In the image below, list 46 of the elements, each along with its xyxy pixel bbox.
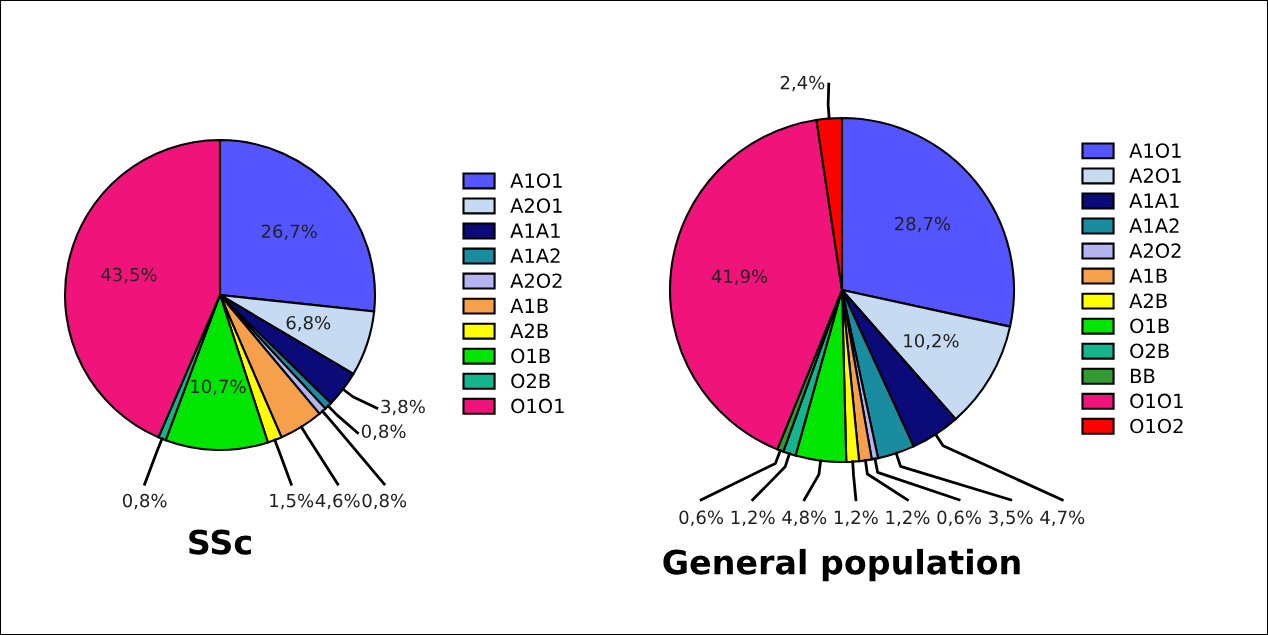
text: General population (663, 548, 1020, 582)
legend-label: A2O1 (510, 198, 562, 213)
legend-label: O1B (511, 348, 550, 364)
data-label: 0,6% (937, 510, 982, 526)
legend-label: O1O2 (1130, 418, 1183, 434)
legend-label: BB (1131, 368, 1155, 384)
legend-label: O1B (1130, 318, 1169, 334)
data-label: 6,8% (286, 315, 331, 332)
legend-label: A2O1 (1129, 168, 1181, 183)
legend-label: O1O1 (1130, 393, 1183, 409)
data-label: 41,9% (711, 269, 768, 285)
legend-label: A1O1 (1129, 143, 1181, 158)
text: SSc (189, 529, 251, 555)
data-label: 28,7% (895, 216, 951, 233)
legend-label: O2B (1130, 343, 1169, 359)
data-label: 1,2% (731, 510, 775, 526)
data-label: 3,8% (381, 399, 425, 416)
legend-label: A1B (1129, 268, 1167, 283)
legend-label: O1O1 (511, 398, 564, 414)
legend-label: A2O2 (510, 273, 562, 289)
legend-label: A1A1 (1129, 193, 1179, 208)
data-label: 1,2% (886, 510, 930, 526)
data-label: 10,2% (904, 333, 959, 350)
data-label: 0,8% (361, 424, 406, 440)
legend-label: A1A2 (510, 248, 560, 263)
data-label: 0,6% (679, 510, 724, 526)
legend-label: A1O1 (510, 173, 562, 188)
data-label: 0,8% (122, 493, 167, 510)
data-label: 4,8% (782, 510, 827, 526)
data-label: 10,7% (191, 379, 246, 396)
data-label: 1,2% (834, 510, 878, 526)
legend-label: O2B (511, 373, 550, 389)
legend-label: A2B (510, 323, 548, 338)
data-label: 2,4% (780, 75, 825, 92)
data-label: 0,8% (362, 493, 407, 510)
data-label: 3,5% (989, 510, 1033, 526)
legend-label: A1B (510, 298, 548, 313)
data-label: 1,5% (270, 493, 314, 510)
legend-label: A1A2 (1129, 218, 1179, 233)
data-label: 43,5% (101, 267, 157, 284)
data-label: 4,6% (315, 493, 360, 510)
data-label: 4,7% (1040, 510, 1085, 526)
legend-label: A2B (1129, 293, 1167, 308)
legend-label: A1A1 (510, 223, 560, 238)
data-label: 26,7% (261, 224, 317, 240)
legend-label: A2O2 (1129, 243, 1181, 259)
